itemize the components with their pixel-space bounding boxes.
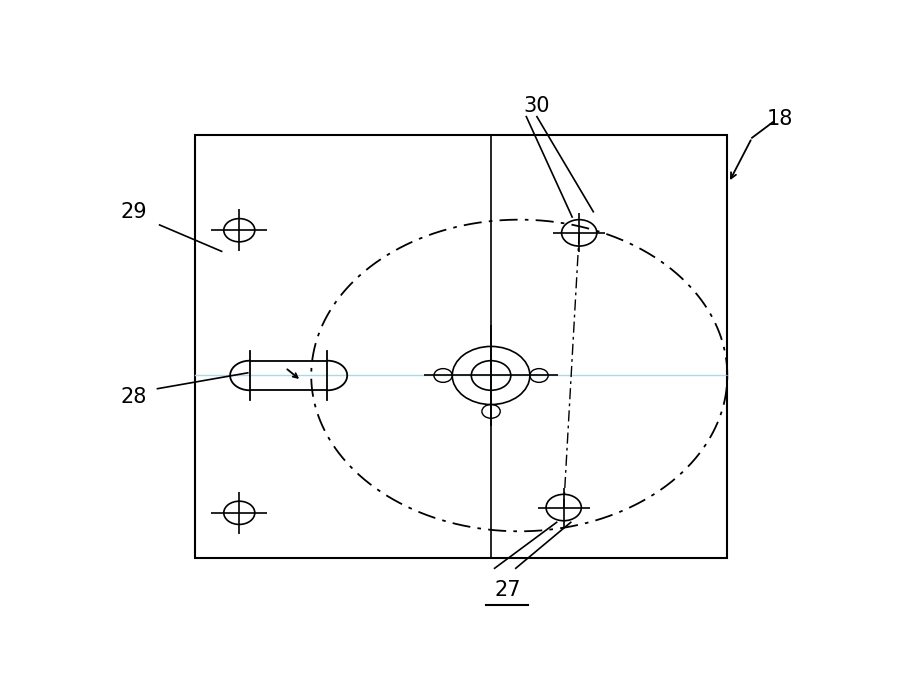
Text: 18: 18 xyxy=(767,109,794,129)
Text: 27: 27 xyxy=(494,580,521,600)
Text: 28: 28 xyxy=(120,387,147,407)
Bar xyxy=(195,135,727,558)
Text: 29: 29 xyxy=(120,202,147,222)
Text: 30: 30 xyxy=(523,96,551,116)
